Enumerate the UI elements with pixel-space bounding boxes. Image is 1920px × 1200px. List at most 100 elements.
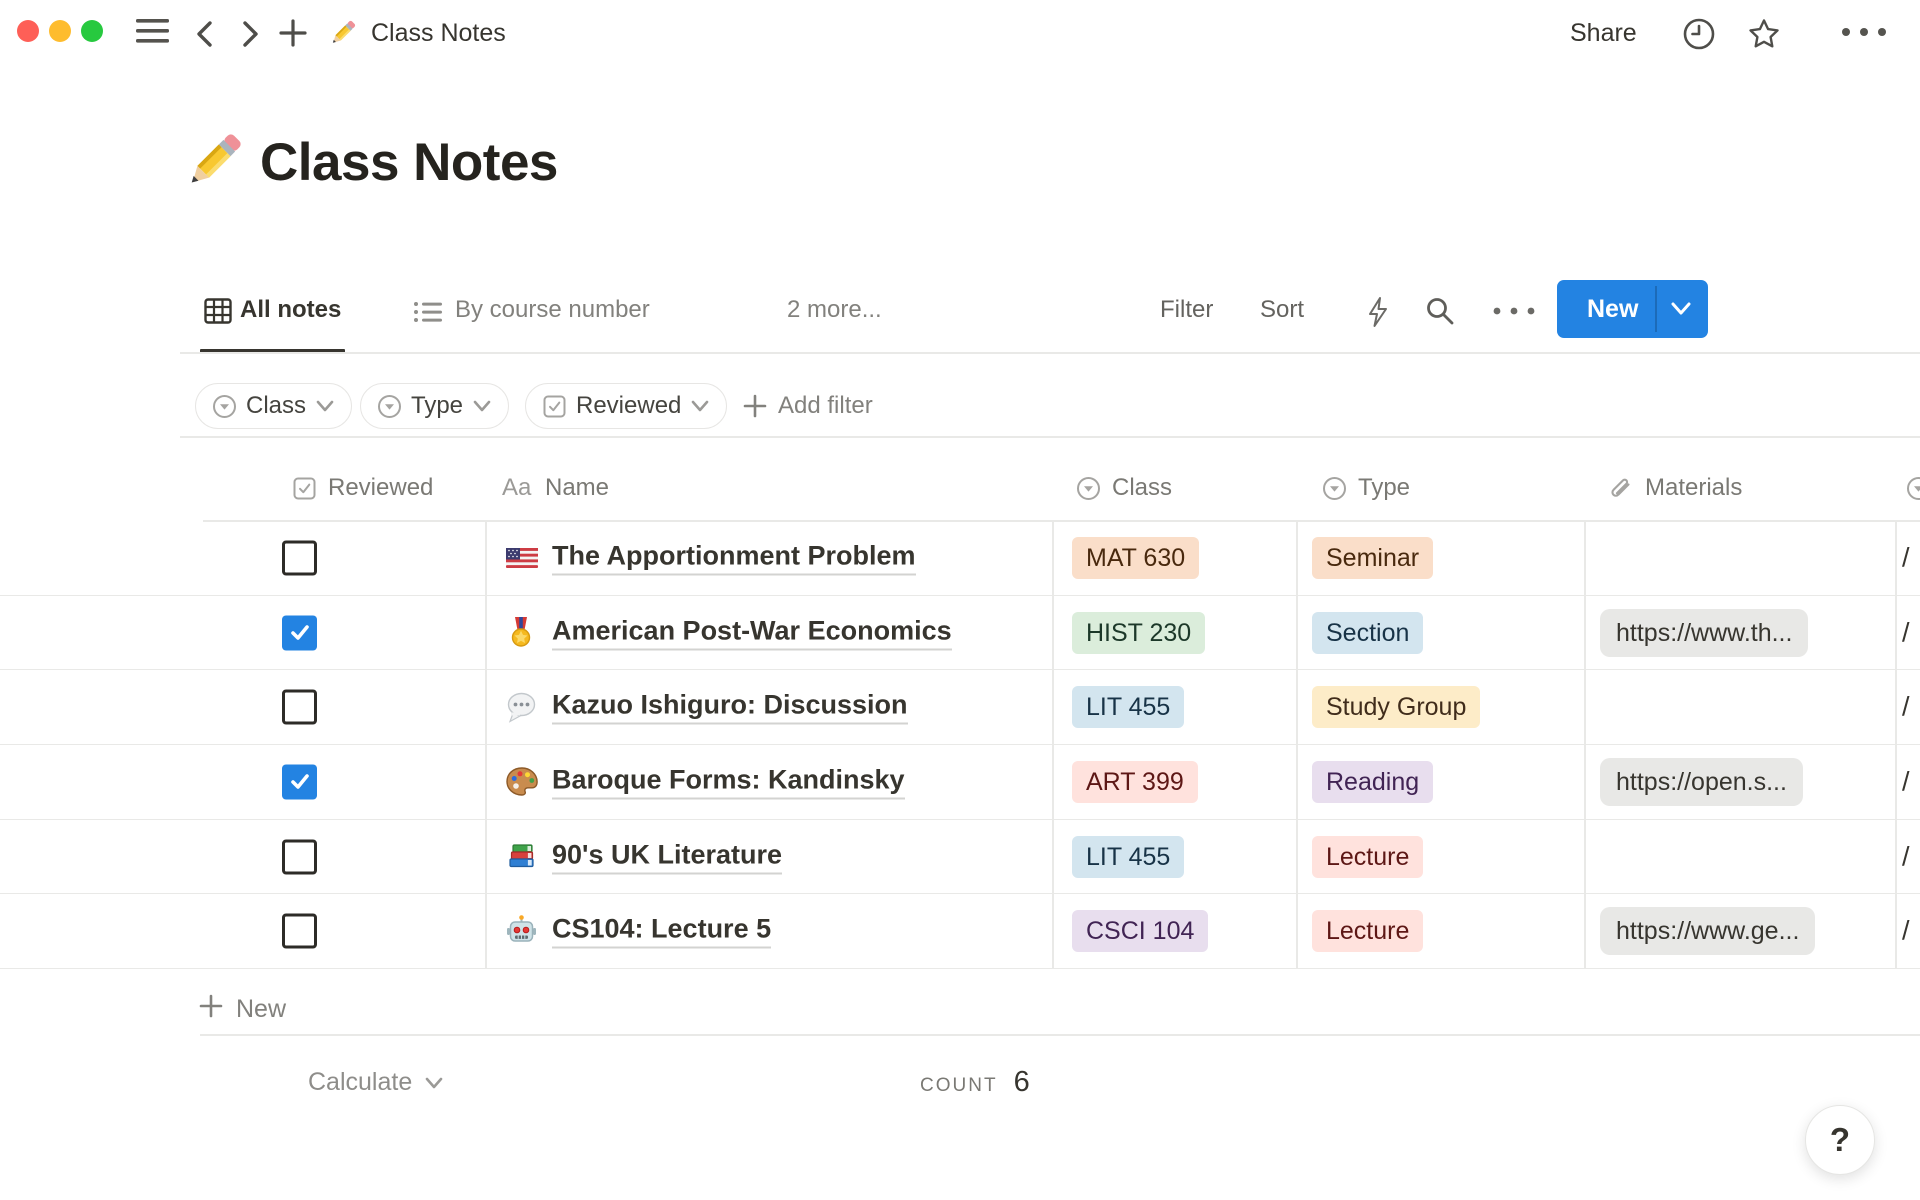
chevron-left-icon[interactable] bbox=[193, 19, 217, 49]
page-title-pencil-icon[interactable] bbox=[181, 128, 247, 194]
close-window-button[interactable] bbox=[17, 20, 39, 42]
filter-chip-label: Class bbox=[246, 392, 307, 419]
view-options-ellipsis-icon[interactable] bbox=[1492, 306, 1536, 316]
column-header-type[interactable]: Type bbox=[1358, 474, 1411, 501]
chevron-right-icon[interactable] bbox=[238, 19, 262, 49]
lightning-icon[interactable] bbox=[1365, 296, 1391, 328]
filter-bar-divider bbox=[180, 436, 1920, 438]
more-tabs-button[interactable]: 2 more... bbox=[787, 296, 882, 323]
filter-chip-reviewed[interactable]: Reviewed bbox=[525, 383, 728, 429]
class-tag[interactable]: HIST 230 bbox=[1072, 611, 1206, 654]
select-icon bbox=[377, 394, 402, 419]
table-row: 90's UK Literature LIT 455 Lecture / bbox=[0, 820, 1920, 895]
row-reviewed-checkbox[interactable] bbox=[282, 913, 317, 949]
window-doc-title[interactable]: Class Notes bbox=[371, 19, 506, 47]
material-link-pill[interactable]: https://www.th... bbox=[1600, 608, 1809, 657]
add-filter-label: Add filter bbox=[778, 392, 873, 419]
class-tag[interactable]: CSCI 104 bbox=[1072, 910, 1209, 953]
gridline bbox=[1052, 521, 1054, 969]
hamburger-icon[interactable] bbox=[136, 18, 169, 44]
row-name-link[interactable]: The Apportionment Problem bbox=[552, 540, 916, 576]
chevron-down-icon[interactable] bbox=[1669, 301, 1693, 317]
gridline bbox=[1296, 521, 1298, 969]
new-button[interactable]: New bbox=[1557, 280, 1708, 338]
sort-button[interactable]: Sort bbox=[1260, 296, 1305, 323]
overflow-column-cell: / bbox=[1902, 841, 1910, 872]
filter-button[interactable]: Filter bbox=[1160, 296, 1214, 323]
new-row-button[interactable]: New bbox=[236, 995, 287, 1023]
material-link-pill[interactable]: https://www.ge... bbox=[1600, 907, 1816, 956]
tab-all-notes[interactable]: All notes bbox=[240, 296, 342, 323]
type-tag[interactable]: Lecture bbox=[1312, 910, 1424, 953]
us-flag-icon bbox=[505, 541, 539, 575]
type-tag[interactable]: Section bbox=[1312, 611, 1424, 654]
help-button[interactable]: ? bbox=[1805, 1105, 1875, 1175]
tabs-divider bbox=[180, 352, 1920, 354]
page-title[interactable]: Class Notes bbox=[260, 133, 558, 192]
material-link-pill[interactable]: https://open.s... bbox=[1600, 757, 1803, 806]
class-tag[interactable]: LIT 455 bbox=[1072, 835, 1185, 878]
speech-balloon-icon bbox=[505, 691, 538, 724]
chevron-down-icon bbox=[315, 399, 335, 413]
row-name-link[interactable]: CS104: Lecture 5 bbox=[552, 914, 772, 949]
class-tag[interactable]: MAT 630 bbox=[1072, 536, 1200, 579]
type-tag[interactable]: Seminar bbox=[1312, 536, 1434, 579]
new-button-label: New bbox=[1587, 294, 1639, 323]
new-button-divider bbox=[1655, 286, 1657, 332]
zoom-window-button[interactable] bbox=[81, 20, 103, 42]
star-icon[interactable] bbox=[1746, 16, 1782, 52]
row-name-link[interactable]: Kazuo Ishiguro: Discussion bbox=[552, 690, 908, 725]
class-tag[interactable]: LIT 455 bbox=[1072, 686, 1185, 729]
table-row: The Apportionment Problem MAT 630 Seminar / bbox=[0, 521, 1920, 596]
count-summary: COUNT 6 bbox=[920, 1066, 1030, 1099]
overflow-column-cell: / bbox=[1902, 691, 1910, 722]
share-button[interactable]: Share bbox=[1570, 19, 1637, 47]
header-bottom-border bbox=[203, 520, 1920, 522]
chevron-down-icon bbox=[424, 1076, 444, 1090]
filter-chip-label: Reviewed bbox=[576, 392, 682, 419]
minimize-window-button[interactable] bbox=[49, 20, 71, 42]
new-row-divider bbox=[200, 1034, 1920, 1036]
gridline bbox=[1584, 521, 1586, 969]
row-reviewed-checkbox[interactable] bbox=[282, 615, 317, 651]
type-tag[interactable]: Study Group bbox=[1312, 686, 1481, 729]
search-icon[interactable] bbox=[1425, 296, 1455, 326]
calculate-label: Calculate bbox=[308, 1068, 413, 1096]
column-header-class[interactable]: Class bbox=[1112, 474, 1173, 501]
aa-icon: Aa bbox=[502, 474, 532, 501]
palette-icon bbox=[505, 766, 539, 798]
row-reviewed-checkbox[interactable] bbox=[282, 839, 317, 875]
medal-icon bbox=[505, 616, 537, 650]
add-filter-button[interactable]: Add filter bbox=[742, 392, 873, 420]
robot-icon bbox=[505, 914, 538, 948]
ellipsis-icon[interactable] bbox=[1840, 26, 1888, 38]
filter-chip-class[interactable]: Class bbox=[195, 383, 353, 429]
row-reviewed-checkbox[interactable] bbox=[282, 540, 317, 576]
chevron-down-icon bbox=[472, 399, 492, 413]
overflow-column-cell: / bbox=[1902, 542, 1910, 573]
count-value: 6 bbox=[1013, 1066, 1030, 1098]
column-header-reviewed[interactable]: Reviewed bbox=[328, 474, 434, 501]
filter-chip-type[interactable]: Type bbox=[360, 383, 510, 429]
row-name-link[interactable]: American Post-War Economics bbox=[552, 615, 952, 651]
row-name-link[interactable]: Baroque Forms: Kandinsky bbox=[552, 764, 905, 800]
select-icon bbox=[212, 394, 237, 419]
row-reviewed-checkbox[interactable] bbox=[282, 689, 317, 725]
plus-icon[interactable] bbox=[277, 17, 309, 49]
type-tag[interactable]: Reading bbox=[1312, 760, 1434, 803]
table-row: Kazuo Ishiguro: Discussion LIT 455 Study G… bbox=[0, 670, 1920, 745]
row-reviewed-checkbox[interactable] bbox=[282, 764, 317, 800]
gridline bbox=[1895, 521, 1897, 969]
column-header-name[interactable]: Name bbox=[545, 474, 610, 501]
clock-icon[interactable] bbox=[1682, 17, 1716, 51]
table-row: American Post-War Economics HIST 230 Secti… bbox=[0, 596, 1920, 671]
table-row: CS104: Lecture 5 CSCI 104 Lecture https://w… bbox=[0, 894, 1920, 969]
row-name-link[interactable]: 90's UK Literature bbox=[552, 839, 783, 875]
tab-by-course-number[interactable]: By course number bbox=[455, 296, 650, 323]
calculate-dropdown[interactable]: Calculate bbox=[308, 1068, 444, 1097]
plus-icon bbox=[198, 993, 224, 1019]
select-icon bbox=[1322, 476, 1347, 501]
column-header-materials[interactable]: Materials bbox=[1645, 474, 1743, 501]
class-tag[interactable]: ART 399 bbox=[1072, 760, 1198, 803]
type-tag[interactable]: Lecture bbox=[1312, 835, 1424, 878]
